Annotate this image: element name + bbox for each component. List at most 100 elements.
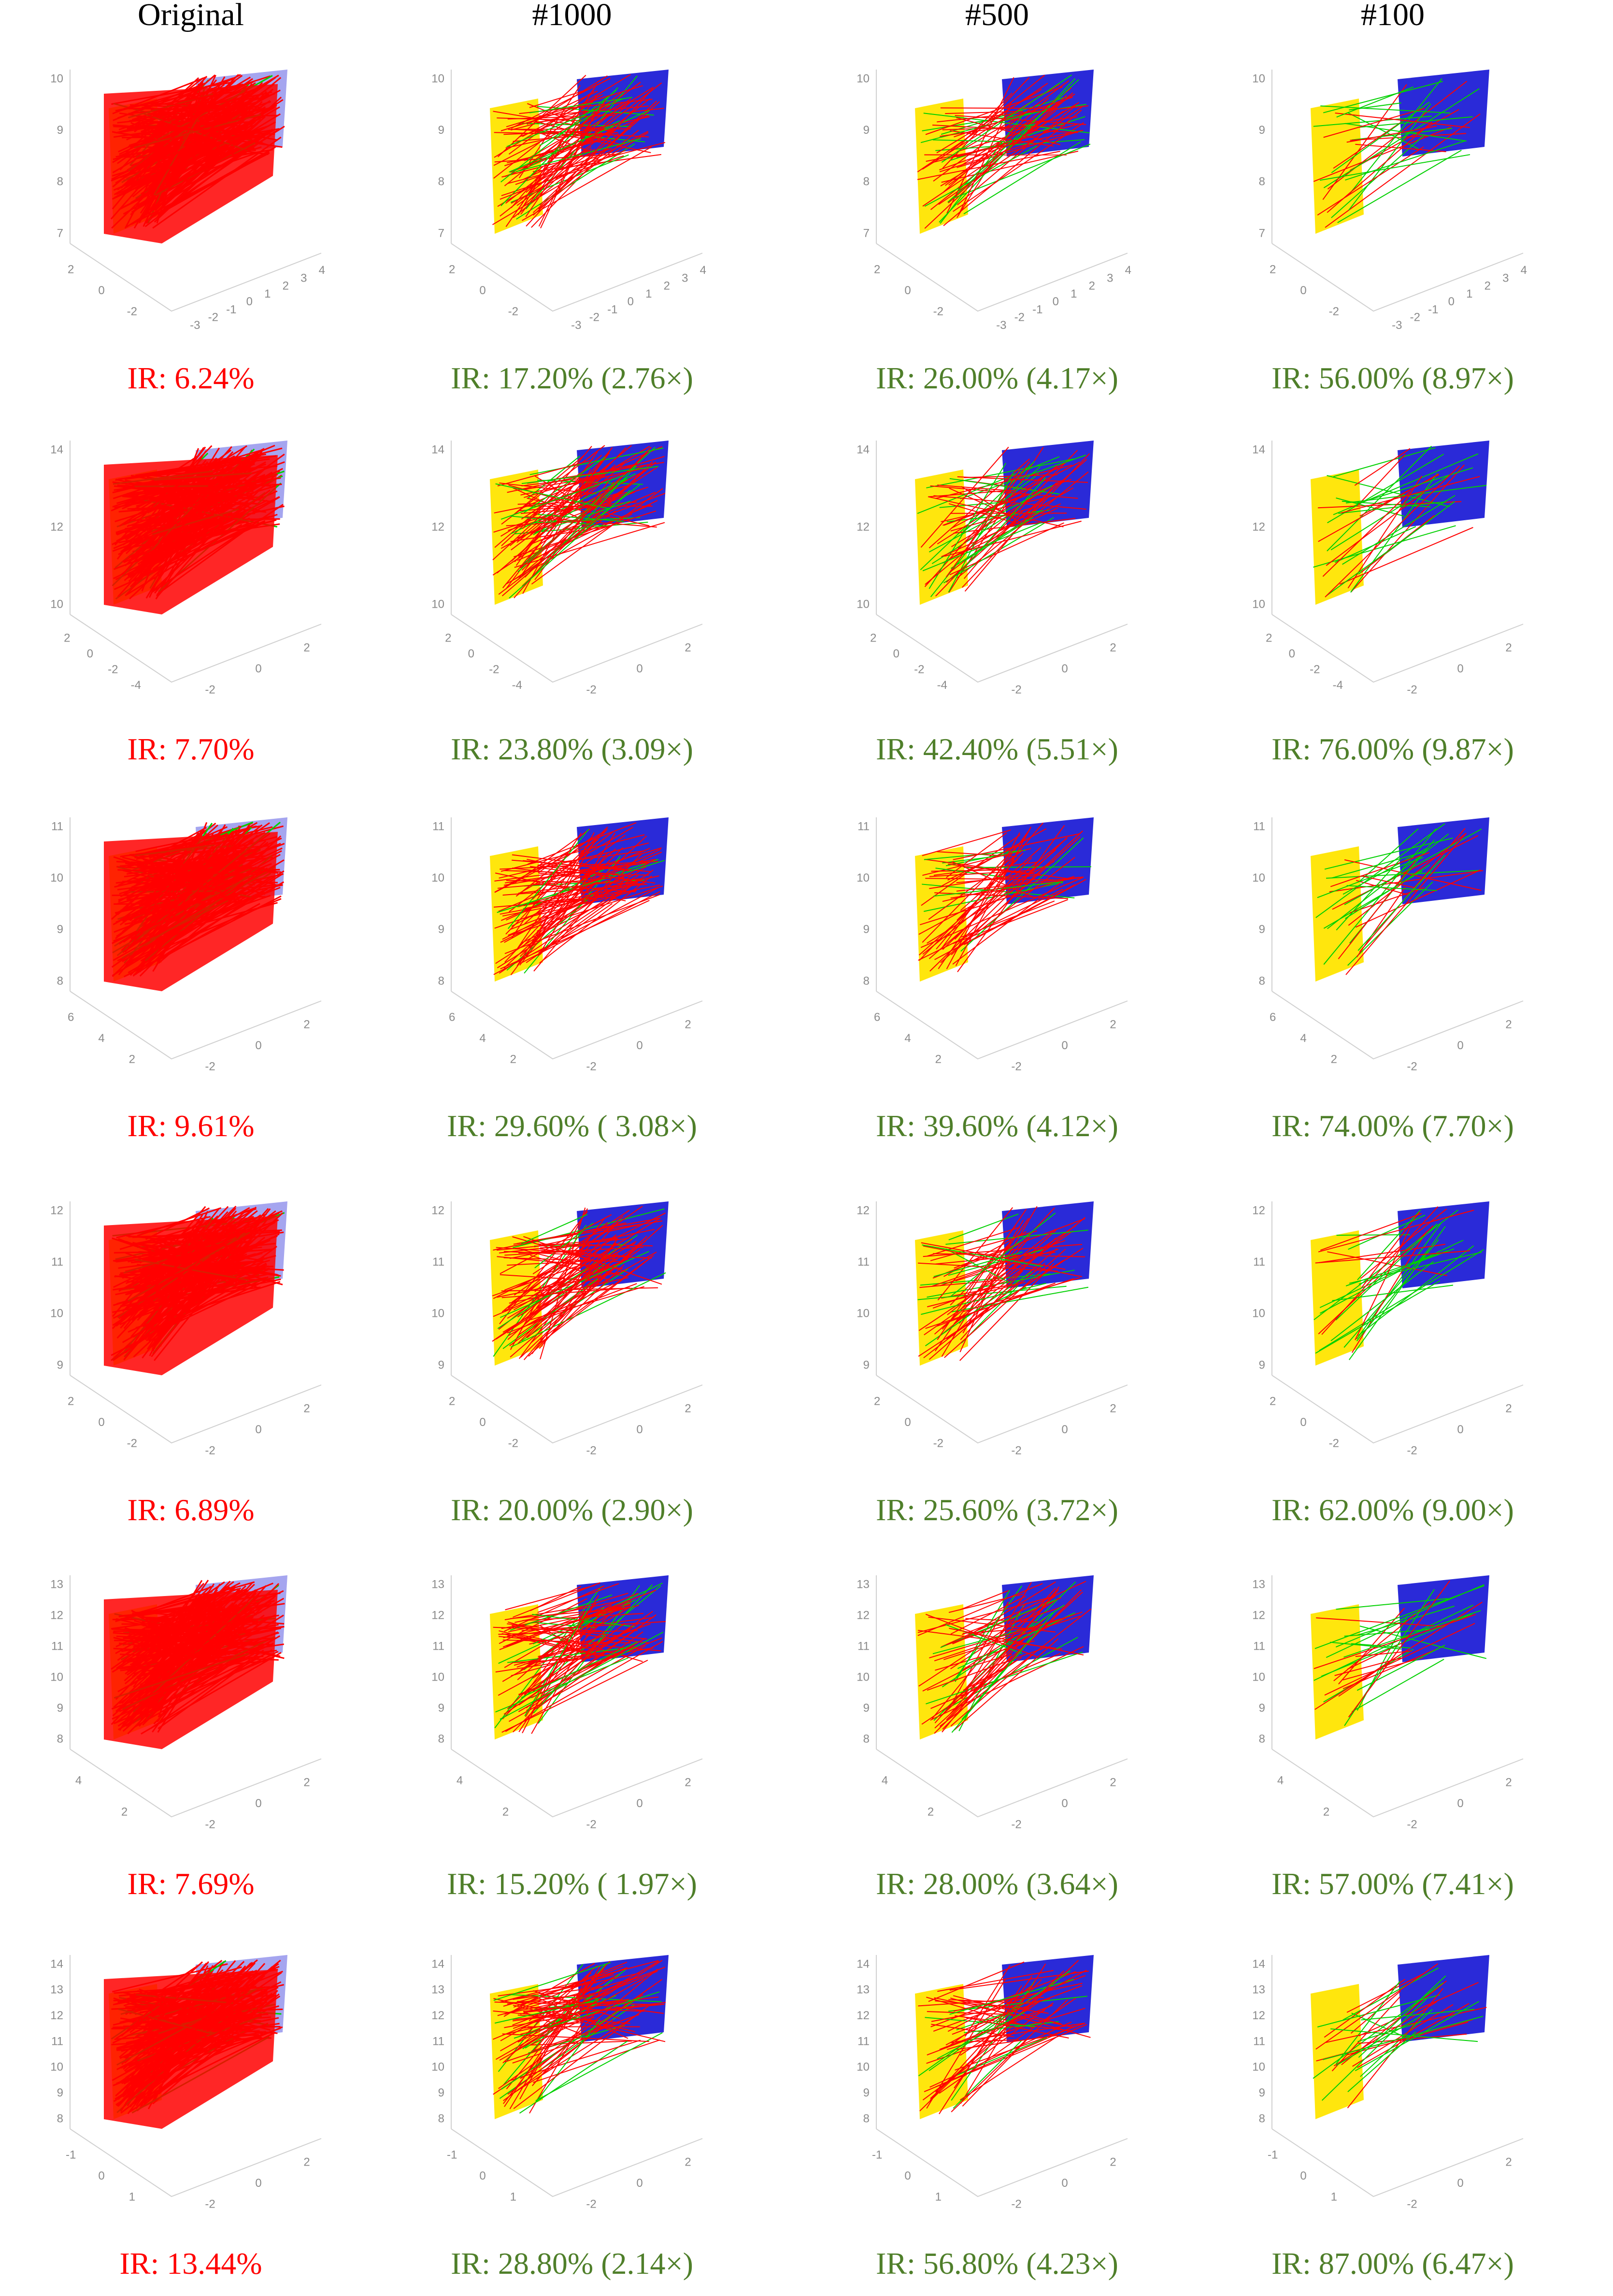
correspondence: [1321, 1998, 1427, 2101]
correspondence: [951, 461, 1080, 529]
correspondence: [524, 446, 652, 578]
correspondence: [515, 451, 598, 566]
correspondence: [925, 1271, 1032, 1346]
correspondence: [963, 1660, 1017, 1691]
floor-tick-label: 3: [682, 271, 688, 285]
correspondence: [534, 1222, 594, 1269]
correspondence: [948, 1213, 1019, 1241]
correspondence: [496, 1270, 603, 1340]
correspondence: [521, 1214, 588, 1244]
z-tick-label: 9: [863, 124, 870, 137]
outlier-mass: [104, 832, 278, 991]
correspondence: [1318, 1210, 1474, 1253]
correspondence: [503, 1605, 639, 1639]
correspondence: [536, 75, 608, 121]
z-tick-label: 8: [438, 974, 444, 987]
correspondence: [507, 1994, 580, 2005]
floor-tick-label: 0: [1457, 1039, 1463, 1052]
correspondence: [1360, 1212, 1420, 1289]
floor-tick-label: -2: [586, 1444, 596, 1457]
correspondence: [494, 839, 599, 893]
yellow-cloud: [915, 1604, 968, 1740]
correspondence: [955, 827, 1032, 966]
correspondence: [942, 884, 1013, 902]
correspondence: [504, 1585, 605, 1632]
correspondence: [937, 2011, 1025, 2059]
correspondence: [918, 1225, 1077, 1331]
correspondence: [927, 1269, 1075, 1298]
z-tick-label: 12: [1252, 2009, 1265, 2022]
panel: 14 12 10 2 0 -2 -4 -2 0 2 IR: 76.00% (9.87×): [1252, 441, 1524, 766]
z-tick-label: 12: [856, 2009, 870, 2022]
correspondence: [522, 461, 657, 575]
correspondence: [956, 874, 1042, 884]
correspondence: [1325, 114, 1481, 228]
floor-tick-label: -2: [208, 311, 218, 324]
correspondence: [1322, 491, 1411, 577]
correspondence: [514, 521, 648, 535]
floor-tick-label: 0: [87, 647, 93, 660]
correspondence: [512, 2037, 589, 2064]
correspondence: [500, 1214, 612, 1274]
floor-tick-label: 2: [1110, 2156, 1116, 2169]
yellow-cloud: [1311, 1984, 1364, 2119]
correspondence: [941, 74, 1072, 163]
z-tick-label: 10: [50, 2061, 63, 2074]
correspondence: [927, 1226, 1020, 1257]
correspondence: [962, 2038, 1028, 2107]
inlier-ratio: IR: 62.00% (9.00×): [1271, 1493, 1514, 1527]
correspondence: [927, 1647, 1047, 1691]
floor-axes: [70, 2128, 322, 2197]
floor-tick-label: 2: [1089, 280, 1095, 293]
correspondence: [1346, 885, 1437, 891]
correspondence: [922, 829, 1011, 856]
correspondence: [963, 510, 1024, 579]
floor-axes: [70, 1749, 322, 1818]
correspondence: [520, 1603, 631, 1640]
correspondence: [953, 833, 1080, 860]
correspondence: [951, 1611, 1055, 1733]
correspondence: [1357, 855, 1446, 951]
correspondence: [1349, 1226, 1446, 1360]
correspondence: [949, 522, 1064, 575]
z-tick-label: 11: [857, 1255, 870, 1269]
correspondence: [531, 2010, 599, 2086]
correspondence: [1346, 1973, 1425, 2013]
correspondence: [502, 2033, 650, 2042]
correspondence: [1317, 856, 1424, 898]
z-tick-label: 8: [863, 175, 870, 188]
correspondence: [1324, 1623, 1475, 1696]
outlier-mass: [104, 84, 278, 243]
correspondence: [928, 463, 1007, 589]
floor-tick-label: 2: [685, 2156, 691, 2169]
z-tick-label: 10: [1252, 871, 1265, 884]
floor-tick-label: 2: [303, 1018, 310, 1031]
correspondence: [529, 447, 664, 475]
floor-tick-label: -2: [1329, 305, 1339, 318]
correspondence: [510, 865, 592, 975]
correspondence: [960, 837, 1084, 952]
correspondence: [928, 1616, 1056, 1633]
z-tick-label: 10: [856, 598, 870, 611]
floor-tick-label: 3: [1107, 271, 1113, 285]
inlier-ratio: IR: 15.20% ( 1.97×): [447, 1867, 697, 1901]
z-tick-label: 10: [50, 1307, 63, 1320]
floor-tick-label: 2: [303, 1776, 310, 1789]
correspondence: [955, 115, 1086, 125]
floor-axes: [876, 243, 1128, 312]
correspondence: [1336, 2014, 1424, 2066]
correspondence: [501, 1287, 630, 1298]
floor-tick-label: 2: [445, 631, 451, 644]
z-tick-label: 9: [863, 923, 870, 936]
correspondence: [539, 452, 610, 545]
correspondence: [932, 139, 1005, 143]
correspondence: [932, 124, 1078, 163]
floor-tick-label: -2: [205, 1818, 215, 1831]
correspondence: [1347, 112, 1419, 149]
floor-tick-label: 2: [449, 1395, 455, 1408]
floor-axes: [451, 991, 703, 1060]
panel: 13 12 11 10 9 8 4 2 -2 0 2 IR: 7.69%: [50, 1575, 322, 1901]
outlier-mass: [104, 1216, 278, 1375]
floor-tick-label: -2: [127, 305, 137, 318]
